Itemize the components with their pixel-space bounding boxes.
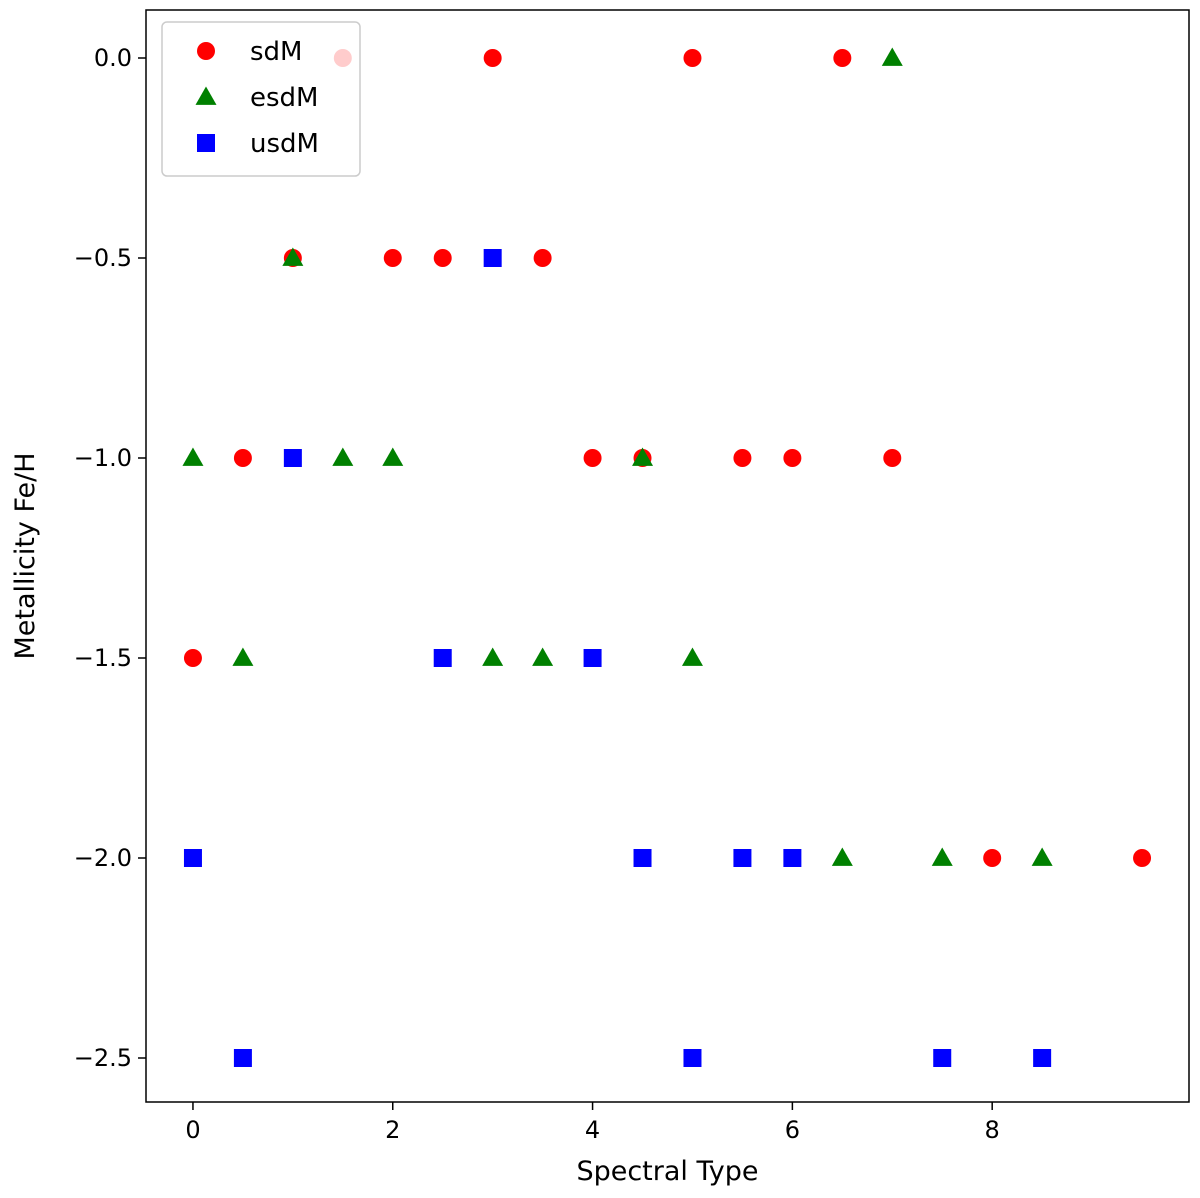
legend-label-sdM: sdM bbox=[250, 37, 302, 67]
y-tick-label: 0.0 bbox=[94, 44, 132, 72]
x-axis-label: Spectral Type bbox=[576, 1156, 758, 1187]
x-tick-label: 0 bbox=[185, 1116, 200, 1144]
legend-marker-esdM bbox=[195, 86, 217, 105]
sdM-point bbox=[733, 449, 752, 467]
esdM-point bbox=[831, 847, 853, 866]
esdM-point bbox=[382, 447, 404, 466]
series-sdM bbox=[183, 49, 1152, 867]
sdM-point bbox=[833, 49, 852, 67]
plot-area bbox=[182, 47, 1152, 1067]
esdM-point bbox=[182, 447, 204, 466]
esdM-point bbox=[632, 447, 654, 466]
usdM-point bbox=[683, 1049, 702, 1067]
usdM-point bbox=[633, 849, 652, 867]
esdM-point bbox=[881, 47, 903, 66]
esdM-point bbox=[332, 447, 354, 466]
sdM-point bbox=[233, 449, 252, 467]
x-tick-label: 8 bbox=[985, 1116, 1000, 1144]
esdM-point bbox=[282, 247, 304, 266]
esdM-point bbox=[482, 647, 504, 666]
x-tick-label: 4 bbox=[585, 1116, 600, 1144]
sdM-point bbox=[183, 649, 202, 667]
legend-label-esdM: esdM bbox=[250, 83, 318, 113]
usdM-point bbox=[483, 249, 502, 267]
legend-label-usdM: usdM bbox=[250, 129, 319, 159]
sdM-point bbox=[683, 49, 702, 67]
usdM-point bbox=[583, 649, 602, 667]
esdM-point bbox=[532, 647, 554, 666]
sdM-point bbox=[533, 249, 552, 267]
legend: sdM esdM usdM bbox=[161, 21, 361, 177]
usdM-point bbox=[933, 1049, 952, 1067]
sdM-point bbox=[883, 449, 902, 467]
y-tick-label: −1.0 bbox=[74, 444, 132, 472]
sdM-point bbox=[783, 449, 802, 467]
plot-frame bbox=[145, 9, 1190, 1103]
legend-marker-usdM bbox=[197, 134, 215, 152]
esdM-point bbox=[232, 647, 254, 666]
usdM-point bbox=[233, 1049, 252, 1067]
y-axis-label: Metallicity Fe/H bbox=[10, 452, 41, 659]
x-tick-label: 6 bbox=[785, 1116, 800, 1144]
axes: 0 2 4 6 8 0.0 −0.5 −1.0 −1.5 −2.0 −2.5 bbox=[74, 44, 1000, 1144]
esdM-point bbox=[1031, 847, 1053, 866]
usdM-point bbox=[733, 849, 752, 867]
usdM-point bbox=[283, 449, 302, 467]
usdM-point bbox=[433, 649, 452, 667]
sdM-point bbox=[583, 449, 602, 467]
y-tick-label: −1.5 bbox=[74, 644, 132, 672]
sdM-point bbox=[433, 249, 452, 267]
usdM-point bbox=[783, 849, 802, 867]
legend-marker-sdM bbox=[197, 42, 215, 60]
esdM-point bbox=[931, 847, 953, 866]
sdM-point bbox=[983, 849, 1002, 867]
y-tick-label: −0.5 bbox=[74, 244, 132, 272]
usdM-point bbox=[1033, 1049, 1052, 1067]
esdM-point bbox=[681, 647, 703, 666]
sdM-point bbox=[1133, 849, 1152, 867]
sdM-point bbox=[483, 49, 502, 67]
y-tick-label: −2.5 bbox=[74, 1044, 132, 1072]
y-tick-label: −2.0 bbox=[74, 844, 132, 872]
x-tick-label: 2 bbox=[385, 1116, 400, 1144]
usdM-point bbox=[183, 849, 202, 867]
sdM-point bbox=[383, 249, 402, 267]
series-usdM bbox=[183, 249, 1052, 1067]
series-esdM bbox=[182, 47, 1053, 866]
